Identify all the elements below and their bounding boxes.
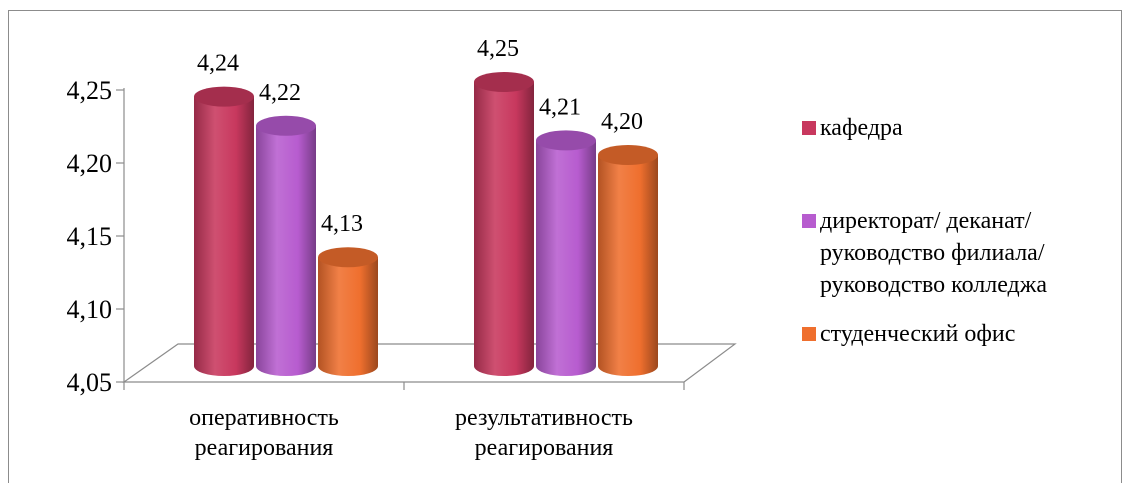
bar-top [256, 115, 316, 136]
bar-top [536, 130, 596, 151]
data-labels: 4,24 4,25 4,22 4,21 4,13 4,20 [197, 36, 643, 237]
bar-body [598, 155, 658, 376]
x-category-label: оперативность реагирования [189, 405, 339, 461]
data-label: 4,21 [539, 94, 581, 120]
bar-top [318, 247, 378, 268]
data-label: 4,13 [321, 211, 363, 237]
legend: кафедра директорат/ деканат/руководство ф… [802, 115, 1047, 347]
legend-label: студенческий офис [820, 321, 1015, 347]
bar [536, 130, 596, 376]
legend-label: кафедра [820, 115, 903, 141]
bar-body [256, 125, 316, 376]
bar [256, 115, 316, 376]
bars [194, 72, 658, 376]
bar [194, 86, 254, 376]
data-label: 4,25 [477, 36, 519, 62]
floor-platform [122, 343, 737, 383]
data-label: 4,24 [197, 51, 239, 77]
legend-swatch [802, 214, 816, 228]
bar [474, 72, 534, 376]
y-tick-label: 4,20 [67, 149, 113, 178]
bar [318, 247, 378, 376]
legend-swatch [802, 121, 816, 135]
x-category-label: результативность реагирования [455, 405, 633, 461]
y-tick-label: 4,15 [67, 222, 113, 251]
bar-body [194, 96, 254, 376]
legend-item: кафедра [802, 115, 903, 141]
y-tick-label: 4,10 [67, 295, 113, 324]
bar-top [598, 145, 658, 165]
bar-body [318, 257, 378, 376]
bar [598, 145, 658, 376]
data-label: 4,20 [601, 109, 643, 135]
axes: 4,05 4,10 4,15 4,20 4,25 оперативность реагиро… [67, 76, 737, 461]
bar-body [474, 82, 534, 376]
legend-item: студенческий офис [802, 321, 1015, 347]
legend-item: директорат/ деканат/руководство филиала/… [802, 208, 1047, 298]
legend-swatch [802, 327, 816, 341]
y-tick-label: 4,05 [67, 368, 113, 397]
y-tick-label: 4,25 [67, 76, 113, 105]
bar-top [194, 86, 254, 107]
data-label: 4,22 [259, 80, 301, 106]
bar-body [536, 140, 596, 376]
legend-label: директорат/ деканат/руководство филиала/… [820, 208, 1047, 298]
bar-top [474, 72, 534, 92]
